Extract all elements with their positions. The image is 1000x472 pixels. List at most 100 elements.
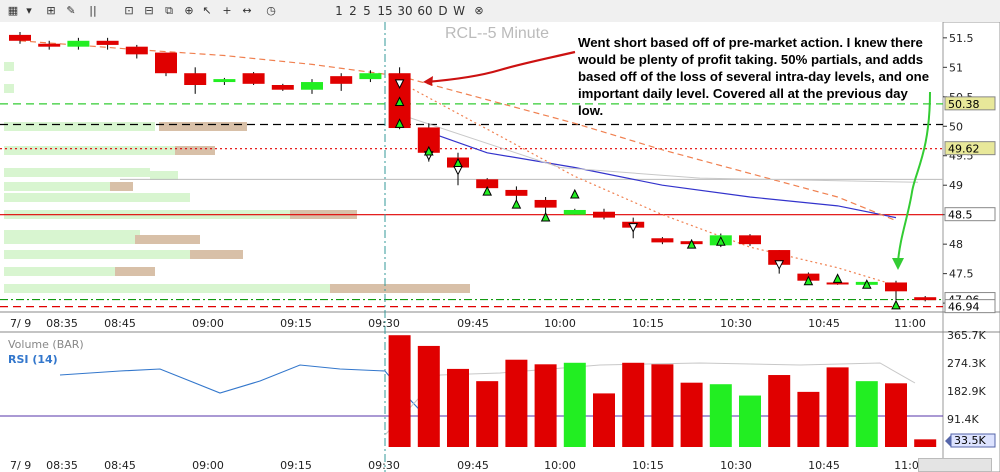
volume-bar <box>417 345 440 447</box>
moving-average-line <box>428 131 897 219</box>
moving-average-line <box>19 40 897 222</box>
volume-bar <box>914 439 937 447</box>
candle-body <box>155 52 177 74</box>
x-tick-label: 7/ 9 <box>10 459 31 472</box>
cover-marker <box>394 96 405 107</box>
volume-profile-bar <box>159 122 247 131</box>
interval-15[interactable]: 15 <box>377 4 393 18</box>
cover-marker <box>686 239 697 249</box>
chart-area: RCL--5 Minute51.55150.55049.54948.54847.… <box>0 22 1000 472</box>
x-tick-label: 11:00 <box>894 459 926 472</box>
volume-bar <box>680 382 703 447</box>
close-icon[interactable]: ⊗ <box>474 4 484 17</box>
candle-body <box>330 76 353 84</box>
volume-profile-bar <box>4 230 140 239</box>
draw-icon[interactable]: ✎ <box>66 4 76 17</box>
annotation-arrow <box>425 50 576 84</box>
volume-profile-bar <box>4 235 135 244</box>
x-tick-label: 09:30 <box>368 317 400 330</box>
clock-icon[interactable]: ◷ <box>266 4 276 17</box>
price-label-box <box>944 96 996 111</box>
chart-icon[interactable]: ▦ <box>7 4 19 17</box>
x-tick-label: 10:45 <box>808 317 840 330</box>
x-tick-label: 10:30 <box>720 317 752 330</box>
link-icon[interactable]: ⧉ <box>165 4 173 17</box>
price-level-label: 48.5 <box>944 207 996 222</box>
candle-body <box>534 199 557 208</box>
volume-profile-bar <box>4 284 330 293</box>
zoom-out-icon[interactable]: ⊟ <box>144 4 154 17</box>
cover-marker <box>891 299 901 310</box>
candle-body <box>301 82 323 90</box>
volume-profile-bar <box>175 146 215 155</box>
x-tick-label: 09:45 <box>457 459 489 472</box>
interval-60[interactable]: 60 <box>417 4 433 18</box>
volume-bar <box>447 368 469 447</box>
volume-profile-bar <box>4 182 110 191</box>
volume-tick-label: 91.4K <box>947 413 979 426</box>
candle <box>301 79 323 94</box>
interval-2[interactable]: 2 <box>349 4 357 18</box>
cover-marker <box>569 188 580 199</box>
price-label-text: 49.62 <box>948 143 980 156</box>
candle-body <box>242 73 265 84</box>
crosshair-icon[interactable]: + <box>222 4 232 17</box>
cover-marker <box>715 236 726 246</box>
grid-icon[interactable]: ⊞ <box>46 4 56 17</box>
candle-body <box>885 282 907 292</box>
annotation-arrow <box>897 91 931 263</box>
price-label-text: 48.5 <box>948 209 973 222</box>
x-tick-label: 10:15 <box>632 317 664 330</box>
horizontal-scrollbar[interactable] <box>918 458 992 472</box>
candle <box>242 72 265 85</box>
price-label-box <box>944 207 996 222</box>
price-level-label: 50.38 <box>944 96 996 111</box>
dropdown-icon[interactable]: ▾ <box>26 4 32 17</box>
x-tick-label: 08:35 <box>46 317 78 330</box>
interval-5[interactable]: 5 <box>363 4 371 18</box>
candle-body <box>271 85 294 90</box>
cursor-icon[interactable]: ↖ <box>202 4 212 17</box>
volume-last-label: 33.5K <box>945 433 996 448</box>
volume-profile-bar <box>4 84 14 93</box>
y-tick-label: 48 <box>949 238 963 251</box>
interval-D[interactable]: D <box>438 4 448 18</box>
volume-bar <box>709 384 732 447</box>
candle-body <box>125 46 148 55</box>
interval-30[interactable]: 30 <box>397 4 413 18</box>
zoom-icon[interactable]: ⊡ <box>124 4 134 17</box>
y-tick-label: 47.5 <box>949 268 974 281</box>
y-tick-label: 51 <box>949 61 963 74</box>
toolbar: ▦ ▾ ⊞ ✎ || ⊡ ⊟ ⧉ ⊕ ↖ + ↔ ◷ 1 2 5 15 30 60 D W ⊗ <box>0 0 1000 23</box>
candle <box>593 208 615 220</box>
move-icon[interactable]: ⊕ <box>184 4 194 17</box>
cover-marker <box>511 198 522 209</box>
volume-profile-bar <box>330 284 470 293</box>
volume-tick-label: 274.3K <box>947 357 986 370</box>
x-tick-label: 10:15 <box>632 459 664 472</box>
candle-body <box>593 211 615 218</box>
volume-profile-bar <box>115 267 155 276</box>
volume-profile-bar <box>4 146 175 155</box>
trade-annotation: Went short based off of pre-market actio… <box>578 35 930 118</box>
candle <box>359 70 382 83</box>
y-tick-label: 50 <box>949 120 963 133</box>
interval-1[interactable]: 1 <box>335 4 343 18</box>
volume-bar <box>797 391 820 447</box>
candle-body <box>826 282 849 285</box>
measure-icon[interactable]: ↔ <box>242 4 252 17</box>
x-tick-label: 09:00 <box>192 317 224 330</box>
interval-W[interactable]: W <box>453 4 465 18</box>
short-marker <box>453 165 463 176</box>
pause-icon[interactable]: || <box>89 4 97 17</box>
volume-profile-bar <box>4 193 190 202</box>
candle-body <box>38 43 61 47</box>
volume-bar <box>388 335 411 447</box>
arrowhead-icon <box>892 258 904 270</box>
volume-last-text: 33.5K <box>954 434 986 447</box>
short-marker <box>628 223 639 233</box>
price-label-box <box>944 299 996 314</box>
x-tick-label: 09:15 <box>280 317 312 330</box>
price-level-label: 49.62 <box>944 141 996 156</box>
candle-body <box>739 235 761 245</box>
